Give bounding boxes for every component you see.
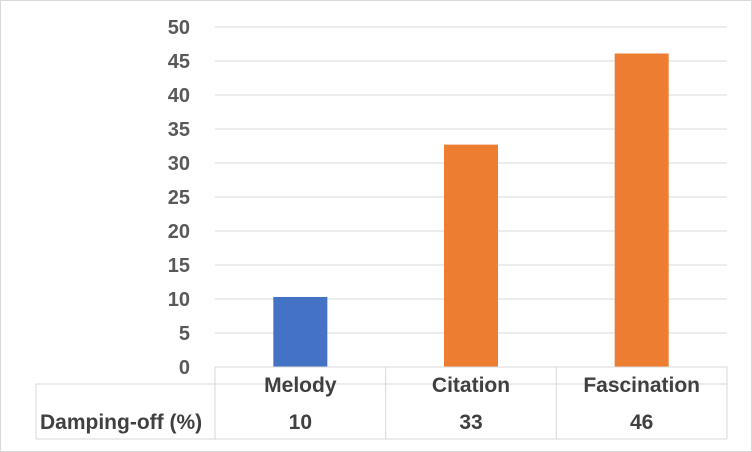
y-tick-label: 0 (179, 357, 190, 379)
bar-citation (444, 144, 498, 367)
y-tick-label: 45 (168, 51, 190, 73)
category-label: Melody (264, 374, 337, 397)
y-tick-label: 40 (168, 85, 190, 107)
category-label: Fascination (583, 374, 700, 397)
y-axis-ticks: 0 5 10 15 20 25 30 35 40 45 50 (168, 17, 190, 379)
y-tick-label: 10 (168, 289, 190, 311)
y-tick-label: 30 (168, 153, 190, 175)
table-cell-value: 33 (459, 411, 482, 434)
bar-melody (273, 296, 328, 367)
y-tick-label: 5 (179, 323, 190, 345)
bars (273, 53, 669, 368)
y-tick-label: 15 (168, 255, 190, 277)
y-tick-label: 25 (168, 187, 190, 209)
bar-fascination (614, 53, 669, 368)
y-tick-label: 35 (168, 119, 190, 141)
table-row-label: Damping-off (%) (40, 411, 202, 434)
table-cell-value: 10 (289, 411, 312, 434)
category-label: Citation (432, 374, 510, 397)
data-table: Melody Citation Fascination Damping-off (%)… (35, 366, 728, 440)
table-cell-value: 46 (630, 411, 653, 434)
y-tick-label: 20 (168, 221, 190, 243)
y-tick-label: 50 (168, 17, 190, 39)
